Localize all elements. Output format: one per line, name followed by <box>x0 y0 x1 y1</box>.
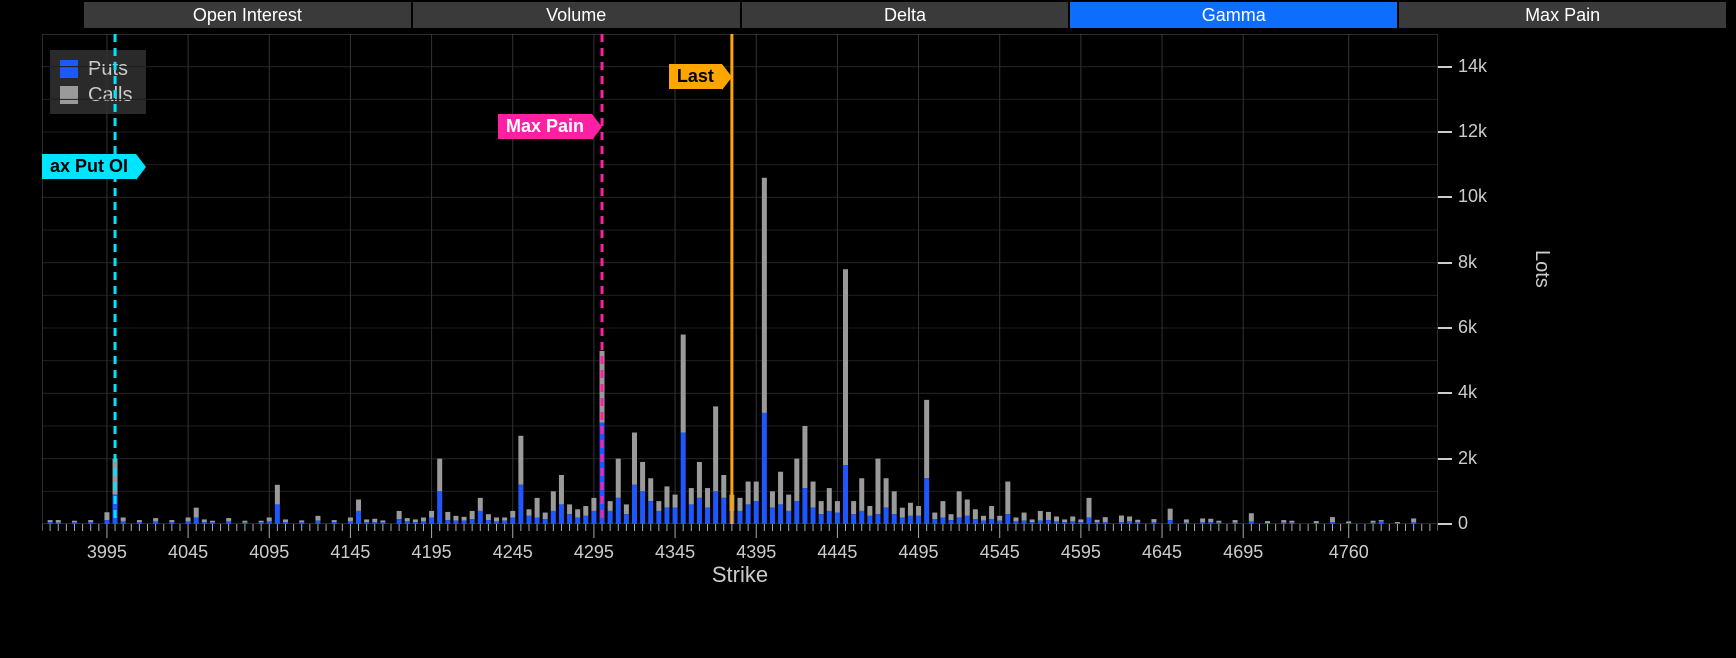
marker-flag-max-pain: Max Pain <box>498 114 592 139</box>
tab-volume[interactable]: Volume <box>413 2 740 28</box>
marker-flag-max-put-oi: ax Put OI <box>42 154 136 179</box>
y-tick <box>1438 523 1452 525</box>
x-tick-label: 4345 <box>655 542 695 563</box>
x-axis-label: Strike <box>712 562 768 588</box>
x-tick-label: 4245 <box>493 542 533 563</box>
tab-max-pain[interactable]: Max Pain <box>1399 2 1726 28</box>
y-tick-label: 12k <box>1458 121 1487 142</box>
x-tick-label: 4145 <box>330 542 370 563</box>
x-tick-label: 4195 <box>412 542 452 563</box>
y-tick <box>1438 262 1452 264</box>
marker-flag-notch <box>592 114 602 140</box>
y-tick <box>1438 196 1452 198</box>
gamma-chart <box>42 34 1438 524</box>
y-tick-label: 8k <box>1458 252 1477 273</box>
tab-gamma[interactable]: Gamma <box>1070 2 1397 28</box>
x-tick-label: 4595 <box>1061 542 1101 563</box>
y-tick <box>1438 131 1452 133</box>
x-tick-label: 4045 <box>168 542 208 563</box>
y-tick-label: 0 <box>1458 513 1468 534</box>
x-tick-label: 4295 <box>574 542 614 563</box>
x-tick-label: 3995 <box>87 542 127 563</box>
x-tick-label: 4395 <box>736 542 776 563</box>
y-tick <box>1438 392 1452 394</box>
x-tick-label: 4760 <box>1329 542 1369 563</box>
y-tick-label: 14k <box>1458 56 1487 77</box>
tab-delta[interactable]: Delta <box>742 2 1069 28</box>
y-axis-label: Lots <box>1530 250 1553 288</box>
y-tick-label: 2k <box>1458 448 1477 469</box>
tab-bar: Open InterestVolumeDeltaGammaMax Pain <box>84 2 1726 28</box>
y-tick-label: 4k <box>1458 382 1477 403</box>
x-tick-label: 4645 <box>1142 542 1182 563</box>
tab-open-interest[interactable]: Open Interest <box>84 2 411 28</box>
x-tick-label: 4495 <box>899 542 939 563</box>
y-tick <box>1438 66 1452 68</box>
x-tick-label: 4545 <box>980 542 1020 563</box>
x-tick-label: 4445 <box>817 542 857 563</box>
marker-flag-notch <box>722 64 732 90</box>
marker-flag-notch <box>136 154 146 180</box>
y-tick-label: 6k <box>1458 317 1477 338</box>
x-tick-label: 4695 <box>1223 542 1263 563</box>
y-tick <box>1438 327 1452 329</box>
y-tick <box>1438 458 1452 460</box>
marker-flag-last: Last <box>669 64 722 89</box>
y-tick-label: 10k <box>1458 186 1487 207</box>
x-tick-label: 4095 <box>249 542 289 563</box>
